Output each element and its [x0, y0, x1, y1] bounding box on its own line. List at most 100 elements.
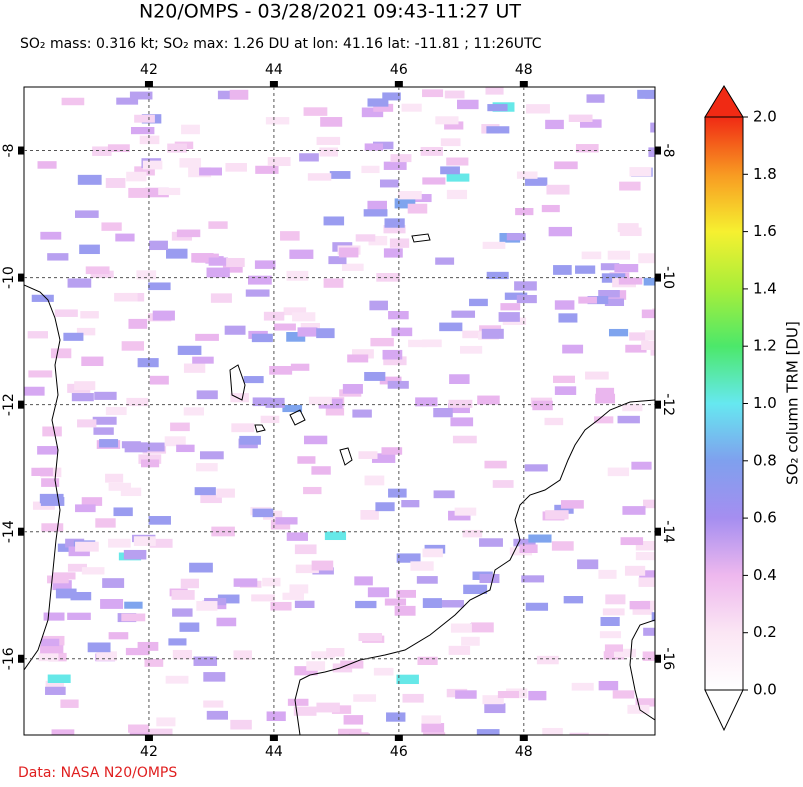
noise-pixel: [500, 303, 521, 311]
noise-pixel: [554, 504, 574, 514]
colorbar-tick-label: 0.4: [753, 566, 777, 584]
noise-pixel: [286, 332, 306, 342]
noise-pixel: [180, 578, 199, 589]
noise-pixel: [635, 551, 655, 561]
noise-pixel: [632, 607, 654, 615]
noise-pixel: [129, 731, 152, 735]
noise-pixel: [382, 92, 401, 101]
noise-pixel: [384, 218, 405, 228]
noise-pixel: [486, 271, 509, 280]
noise-pixel: [482, 241, 506, 249]
noise-pixel: [233, 650, 252, 660]
noise-pixel: [340, 660, 364, 669]
noise-pixel: [286, 532, 308, 541]
noise-pixel: [370, 337, 394, 347]
noise-pixel: [239, 435, 261, 445]
noise-pixel: [130, 127, 155, 135]
noise-pixel: [513, 538, 536, 547]
noise-pixel: [200, 494, 222, 504]
tick-bar: [655, 146, 661, 155]
noise-pixel: [420, 146, 443, 156]
noise-pixel: [316, 136, 341, 145]
noise-pixel: [372, 141, 394, 150]
noise-pixel: [375, 502, 395, 512]
tick-bar: [519, 735, 528, 741]
noise-pixel: [560, 500, 584, 509]
noise-pixel: [391, 327, 413, 337]
noise-pixel: [585, 371, 609, 380]
noise-pixel: [283, 307, 307, 316]
noise-pixel: [294, 600, 315, 609]
noise-pixel: [554, 386, 577, 395]
noise-pixel: [401, 500, 420, 508]
noise-pixel: [306, 661, 326, 671]
noise-pixel: [328, 256, 347, 265]
noise-pixel: [316, 328, 335, 339]
noise-pixel: [280, 231, 300, 241]
noise-pixel: [461, 636, 480, 646]
noise-pixel: [266, 711, 286, 722]
noise-pixel: [545, 510, 569, 520]
noise-pixel: [622, 506, 646, 515]
noise-pixel: [51, 729, 75, 735]
noise-pixel: [101, 222, 122, 231]
noise-pixel: [568, 114, 593, 122]
colorbar-tick-label: 1.8: [753, 165, 777, 183]
noise-pixel: [455, 690, 477, 699]
noise-pixel: [598, 290, 620, 298]
noise-pixel: [622, 403, 643, 412]
tick-bar: [18, 400, 24, 409]
noise-pixel: [158, 187, 181, 196]
noise-pixel: [575, 265, 596, 274]
colorbar-tick-label: 1.0: [753, 394, 777, 412]
noise-pixel: [435, 116, 459, 125]
tick-bar: [519, 81, 528, 87]
noise-pixel: [643, 277, 655, 286]
noise-pixel: [383, 161, 407, 170]
colorbar-tick-label: 0.6: [753, 509, 777, 527]
noise-pixel: [645, 330, 655, 341]
noise-pixel: [618, 277, 643, 285]
noise-pixel: [124, 601, 143, 609]
noise-pixel: [121, 341, 145, 351]
noise-pixel: [142, 160, 163, 170]
noise-pixel: [355, 234, 376, 242]
noise-pixel: [462, 330, 483, 339]
noise-pixel: [126, 171, 147, 182]
noise-pixel: [397, 191, 422, 200]
noise-pixel: [607, 250, 631, 260]
noise-pixel: [629, 332, 649, 341]
noise-pixel: [604, 298, 625, 307]
noise-pixel: [542, 727, 563, 735]
noise-pixel: [637, 89, 655, 99]
noise-pixel: [394, 198, 416, 209]
noise-pixel: [384, 598, 407, 606]
noise-pixel: [100, 599, 124, 609]
noise-pixel: [50, 348, 72, 359]
noise-pixel: [129, 91, 153, 100]
noise-pixel: [179, 158, 202, 168]
noise-pixel: [516, 294, 537, 304]
noise-pixel: [189, 562, 213, 573]
noise-pixel: [324, 531, 347, 541]
noise-pixel: [396, 553, 421, 563]
noise-pixel: [390, 154, 412, 163]
noise-pixel: [506, 233, 526, 241]
noise-pixel: [307, 173, 332, 181]
noise-pixel: [652, 308, 655, 318]
noise-pixel: [528, 534, 552, 543]
noise-pixel: [41, 523, 64, 532]
noise-pixel: [39, 493, 64, 504]
noise-pixel: [113, 507, 133, 517]
noise-pixel: [422, 339, 442, 348]
noise-pixel: [440, 600, 464, 608]
noise-pixel: [74, 381, 96, 391]
noise-pixel: [300, 323, 320, 332]
noise-pixel: [421, 715, 442, 724]
x-tick-label: 42: [140, 62, 158, 78]
noise-pixel: [40, 231, 62, 240]
noise-pixel: [389, 238, 410, 248]
noise-pixel: [229, 89, 249, 100]
noise-pixel: [138, 454, 162, 464]
noise-pixel: [544, 417, 564, 426]
